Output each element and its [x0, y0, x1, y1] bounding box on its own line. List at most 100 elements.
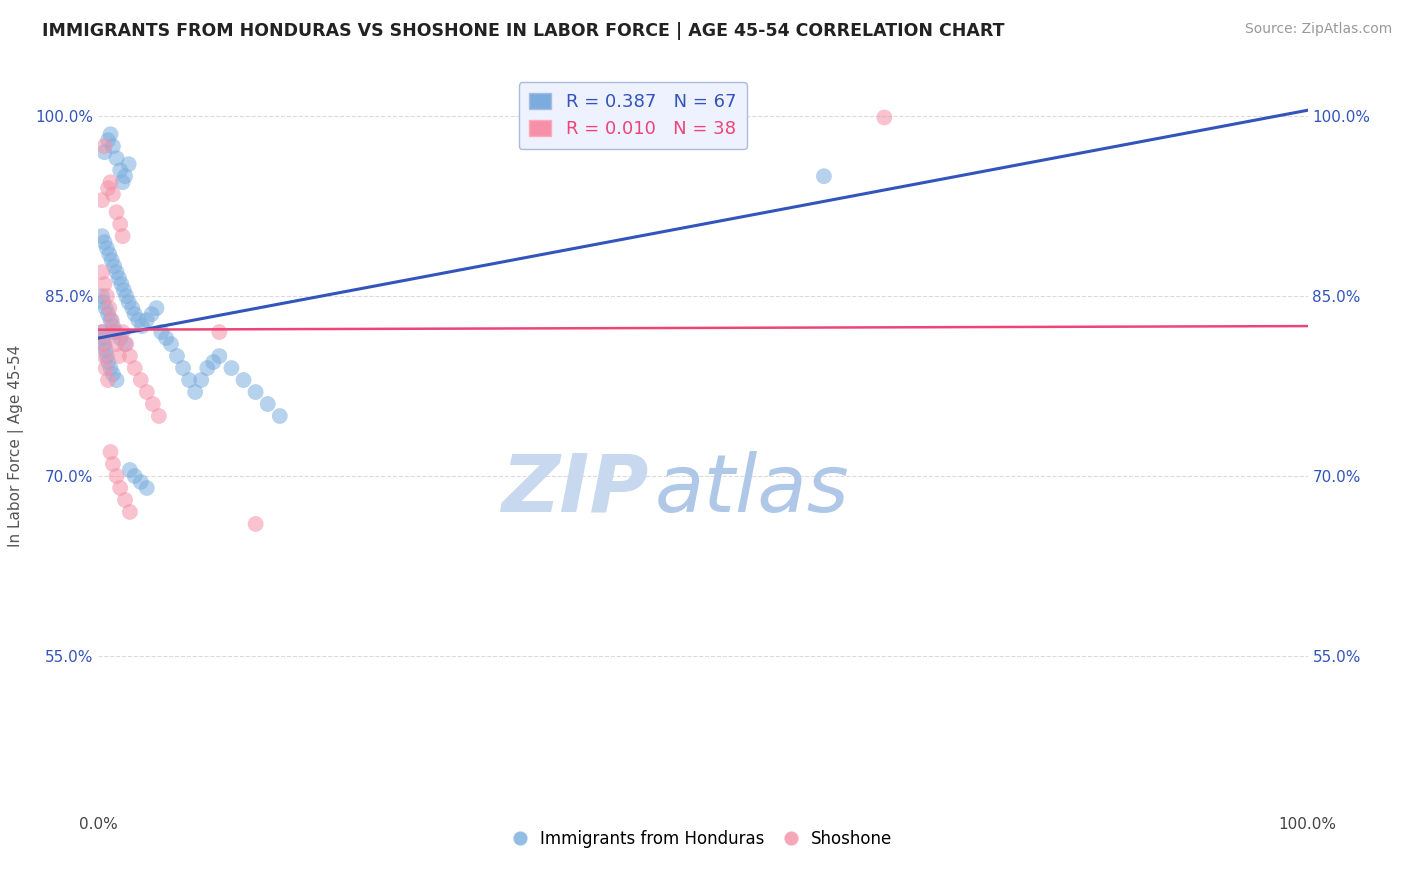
Point [115, 289, 138, 303]
Point [142, 397, 165, 411]
Point [111, 325, 134, 339]
Point [93, 139, 115, 153]
Point [184, 385, 207, 400]
Point [101, 139, 124, 153]
Point [141, 307, 163, 321]
Point [101, 319, 124, 334]
Point [93, 235, 115, 249]
Point [179, 373, 201, 387]
Point [94, 301, 117, 315]
Point [208, 349, 231, 363]
Point [93, 145, 115, 160]
Point [100, 313, 122, 327]
Point [93, 277, 115, 292]
Point [100, 445, 122, 459]
Point [112, 283, 135, 297]
Point [97, 133, 120, 147]
Point [118, 505, 141, 519]
Point [94, 343, 117, 357]
Point [195, 361, 218, 376]
Point [108, 481, 131, 495]
Point [245, 385, 267, 400]
Point [100, 253, 122, 268]
Point [93, 337, 115, 351]
Point [91, 265, 114, 279]
Point [91, 193, 114, 207]
Point [91, 337, 114, 351]
Point [111, 229, 134, 244]
Y-axis label: In Labor Force | Age 45-54: In Labor Force | Age 45-54 [8, 345, 24, 547]
Point [100, 361, 122, 376]
Point [135, 313, 157, 327]
Point [100, 175, 122, 189]
Point [91, 295, 114, 310]
Point [118, 349, 141, 363]
Point [155, 331, 177, 345]
Point [108, 271, 131, 285]
Point [108, 163, 131, 178]
Text: Source: ZipAtlas.com: Source: ZipAtlas.com [1244, 22, 1392, 37]
Point [114, 492, 136, 507]
Point [105, 205, 128, 219]
Point [124, 307, 146, 321]
Point [103, 259, 125, 273]
Point [129, 475, 152, 489]
Point [118, 295, 141, 310]
Point [103, 325, 125, 339]
Point [105, 469, 128, 483]
Point [124, 361, 146, 376]
Point [91, 229, 114, 244]
Text: ZIP: ZIP [501, 450, 648, 529]
Point [97, 181, 120, 195]
Point [135, 481, 157, 495]
Point [160, 337, 183, 351]
Point [100, 313, 122, 327]
Point [97, 373, 120, 387]
Point [108, 217, 131, 231]
Point [98, 301, 121, 315]
Point [114, 337, 136, 351]
Point [97, 355, 120, 369]
Point [221, 361, 243, 376]
Point [93, 349, 115, 363]
Point [190, 373, 212, 387]
Point [118, 463, 141, 477]
Point [105, 325, 128, 339]
Point [111, 175, 134, 189]
Point [148, 409, 170, 423]
Point [96, 289, 118, 303]
Legend: Immigrants from Honduras, Shoshone: Immigrants from Honduras, Shoshone [506, 823, 900, 855]
Point [101, 457, 124, 471]
Point [813, 169, 835, 184]
Point [91, 331, 114, 345]
Point [124, 469, 146, 483]
Point [114, 169, 136, 184]
Point [118, 157, 141, 171]
Point [101, 187, 124, 202]
Point [129, 373, 152, 387]
Point [131, 319, 153, 334]
Point [97, 307, 120, 321]
Point [202, 355, 225, 369]
Text: IMMIGRANTS FROM HONDURAS VS SHOSHONE IN LABOR FORCE | AGE 45-54 CORRELATION CHAR: IMMIGRANTS FROM HONDURAS VS SHOSHONE IN … [42, 22, 1005, 40]
Point [91, 289, 114, 303]
Point [100, 127, 122, 141]
Point [145, 301, 167, 315]
Point [150, 325, 173, 339]
Point [96, 241, 118, 255]
Text: atlas: atlas [655, 450, 849, 529]
Point [108, 331, 131, 345]
Point [245, 516, 267, 531]
Point [105, 151, 128, 165]
Point [98, 247, 121, 261]
Point [96, 349, 118, 363]
Point [105, 373, 128, 387]
Point [101, 367, 124, 381]
Point [135, 385, 157, 400]
Point [208, 325, 231, 339]
Point [110, 277, 132, 292]
Point [105, 337, 128, 351]
Point [91, 325, 114, 339]
Point [256, 397, 278, 411]
Point [873, 111, 896, 125]
